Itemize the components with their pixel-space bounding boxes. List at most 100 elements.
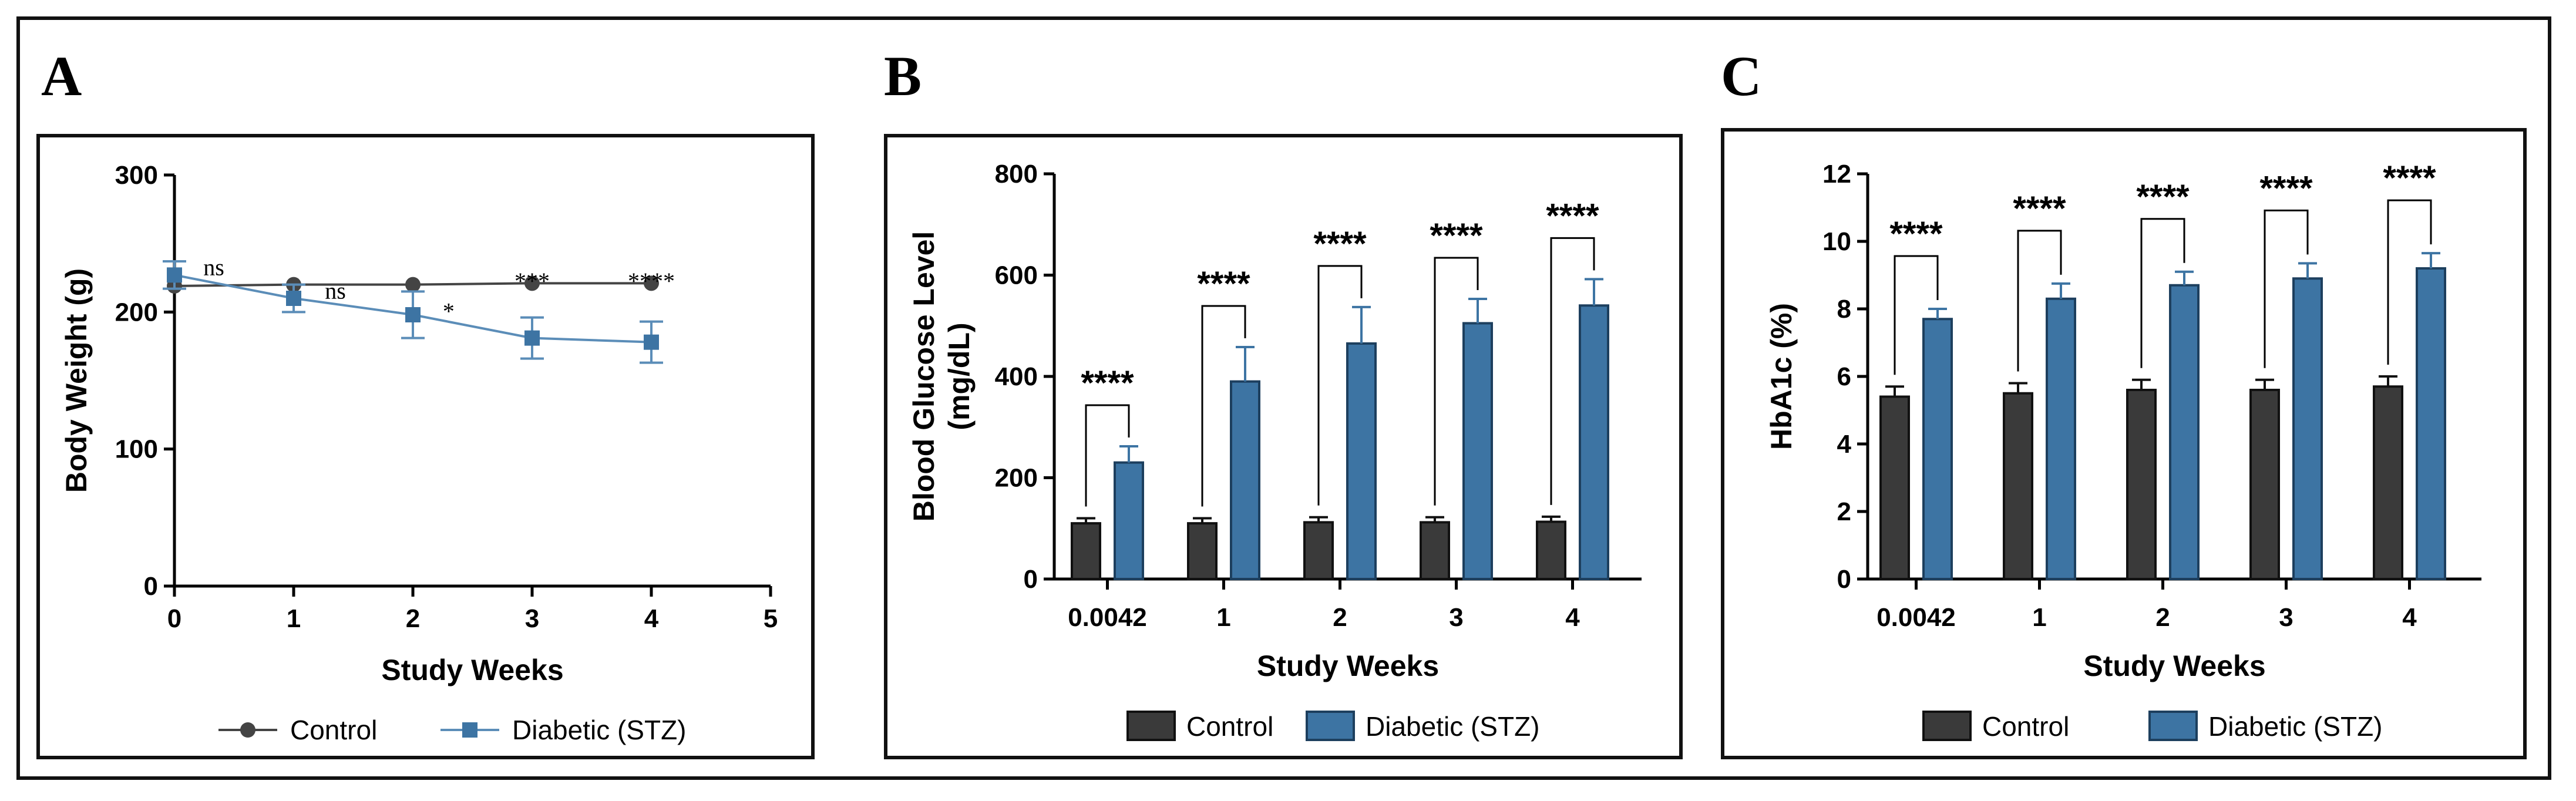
- a-x-tick-label: 5: [764, 604, 778, 633]
- c-bar-diabetic: [2169, 284, 2200, 580]
- c-significance-bracket: [2140, 218, 2185, 368]
- c-x-tick-label: 1: [2032, 603, 2046, 632]
- a-y-tick-label: 0: [144, 572, 158, 601]
- c-legend-swatch-diabetic: [2148, 711, 2198, 741]
- b-bar-diabetic: [1346, 342, 1377, 580]
- panel-a-frame: [36, 134, 815, 759]
- b-x-tick-label: 4: [1565, 603, 1580, 632]
- b-y-axis-title-line2: (mg/dL): [943, 322, 976, 430]
- b-x-tick-label: 3: [1449, 603, 1463, 632]
- b-bar-control: [1420, 521, 1450, 581]
- a-x-tick-label: 3: [525, 604, 539, 633]
- b-legend-swatch-diabetic: [1306, 711, 1355, 741]
- b-y-tick-label: 400: [995, 362, 1038, 391]
- outer-frame: [16, 16, 2551, 780]
- chart-panel-b: 0 200 400 600 800 Blood Glucose Level (mg/dL) *…: [907, 160, 1642, 742]
- b-y-tick-label: 0: [1024, 565, 1038, 594]
- c-significance-label: ****: [1889, 215, 1943, 253]
- c-y-tick-label: 10: [1822, 227, 1851, 256]
- b-legend-swatch-control: [1126, 711, 1176, 741]
- b-bar-control: [1071, 522, 1101, 580]
- panel-b-frame: [884, 134, 1683, 759]
- c-significance-label: ****: [2259, 169, 2313, 207]
- c-bar-control: [2249, 389, 2280, 580]
- c-legend-swatch-control: [1922, 711, 1972, 741]
- b-significance-bracket: [1085, 404, 1130, 507]
- a-y-tick-label: 300: [115, 161, 158, 190]
- a-point-diabetic: [167, 267, 182, 283]
- c-significance-bracket: [2387, 199, 2432, 365]
- chart-panel-c: 0 2 4 6 8 10 12 HbA1c (%) **** 0.0042 **** 1 **** 2 **…: [1765, 159, 2481, 742]
- c-x-tick-label: 0.0042: [1876, 603, 1956, 632]
- b-significance-label: ****: [1081, 364, 1134, 402]
- a-significance-label: ****: [628, 268, 675, 294]
- c-significance-label: ****: [2383, 159, 2436, 197]
- c-legend-label-diabetic: Diabetic (STZ): [2208, 711, 2382, 742]
- b-y-tick-label: 800: [995, 160, 1038, 189]
- a-point-diabetic: [405, 307, 421, 322]
- a-x-tick-label: 4: [644, 604, 659, 633]
- b-significance-label: ****: [1546, 197, 1599, 235]
- b-legend-label-control: Control: [1186, 711, 1273, 742]
- panel-letter-b: B: [884, 45, 922, 107]
- a-x-tick-label: 2: [406, 604, 420, 633]
- b-significance-bracket: [1317, 265, 1363, 506]
- c-y-tick-label: 6: [1837, 362, 1851, 391]
- b-bar-control: [1187, 522, 1218, 580]
- panel-letter-a: A: [41, 45, 82, 107]
- c-bar-control: [2126, 389, 2157, 580]
- c-x-tick-label: 2: [2155, 603, 2170, 632]
- a-significance-label: ns: [325, 277, 346, 304]
- b-bar-diabetic: [1230, 380, 1260, 580]
- b-x-tick-label: 2: [1333, 603, 1347, 632]
- c-x-tick-label: 3: [2279, 603, 2293, 632]
- c-y-tick-label: 4: [1837, 430, 1852, 459]
- b-x-tick-label: 1: [1216, 603, 1230, 632]
- c-significance-bracket: [2017, 230, 2062, 372]
- a-significance-label: ***: [514, 268, 550, 294]
- c-significance-label: ****: [2136, 178, 2190, 216]
- c-bar-control: [2373, 385, 2403, 580]
- b-legend-label-diabetic: Diabetic (STZ): [1366, 711, 1539, 742]
- c-significance-bracket: [2264, 209, 2309, 368]
- c-y-tick-label: 2: [1837, 497, 1851, 526]
- a-x-axis-title: Study Weeks: [381, 654, 563, 686]
- a-x-tick-label: 0: [167, 604, 181, 633]
- b-bar-control: [1536, 520, 1566, 580]
- a-significance-label: ns: [203, 254, 224, 281]
- b-y-tick-label: 600: [995, 261, 1038, 290]
- c-bar-control: [1879, 395, 1910, 580]
- a-legend-marker-control: [240, 722, 255, 738]
- c-significance-bracket: [1894, 255, 1939, 375]
- a-legend-label-control: Control: [290, 715, 377, 745]
- a-y-axis-title: Body Weight (g): [60, 268, 93, 493]
- b-bar-control: [1303, 521, 1334, 581]
- a-significance-label: *: [443, 298, 455, 324]
- c-y-tick-label: 0: [1837, 565, 1851, 594]
- c-significance-label: ****: [2013, 190, 2066, 228]
- a-point-diabetic: [524, 330, 540, 346]
- c-x-axis-title: Study Weeks: [2083, 649, 2265, 682]
- b-y-tick-label: 200: [995, 464, 1038, 493]
- b-bar-diabetic: [1579, 304, 1609, 580]
- b-significance-label: ****: [1197, 265, 1250, 303]
- a-legend-label-diabetic: Diabetic (STZ): [512, 715, 686, 745]
- c-y-tick-label: 12: [1822, 160, 1851, 189]
- c-x-tick-label: 4: [2402, 603, 2417, 632]
- b-y-axis-title-line1: Blood Glucose Level: [907, 231, 940, 522]
- b-significance-label: ****: [1430, 217, 1483, 255]
- b-significance-bracket: [1434, 257, 1479, 506]
- c-bar-diabetic: [2416, 267, 2446, 580]
- c-legend-label-control: Control: [1982, 711, 2069, 742]
- chart-panel-a: 0 100 200 300 0 1 2 3 4 5 Study Weeks Body Weight (…: [60, 161, 778, 745]
- c-bar-diabetic: [1922, 318, 1953, 580]
- a-legend-marker-diabetic: [462, 722, 477, 738]
- a-point-control: [524, 275, 540, 291]
- b-significance-label: ****: [1313, 225, 1367, 263]
- b-significance-bracket: [1550, 237, 1595, 505]
- c-bar-control: [2003, 392, 2033, 580]
- panel-letter-c: C: [1721, 45, 1762, 107]
- a-point-control: [405, 277, 421, 292]
- a-x-tick-label: 1: [287, 604, 301, 633]
